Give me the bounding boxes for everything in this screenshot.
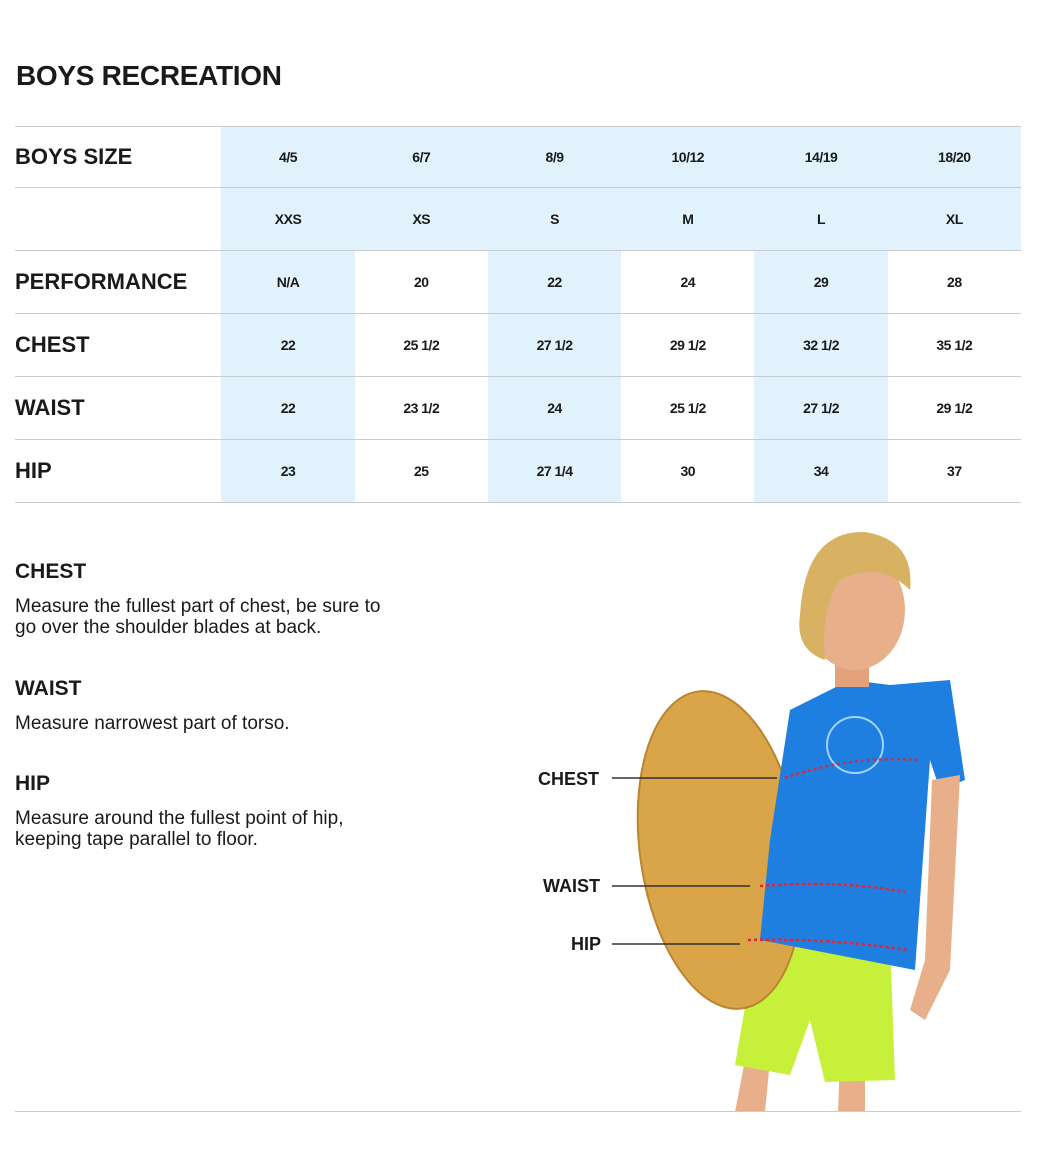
guide-text: Measure around the fullest point of hip,…: [15, 808, 344, 850]
leg-left: [735, 1060, 770, 1112]
table-cell: 27 1/4: [487, 439, 622, 503]
table-row-performance: PERFORMANCE N/A 20 22 24 29 28: [15, 250, 1021, 314]
letter-size-cell: S: [487, 187, 622, 251]
row-label: PERFORMANCE: [15, 250, 222, 314]
table-cell: 20: [354, 250, 488, 314]
table-cell: 24: [487, 376, 622, 440]
photo-label-waist: WAIST: [543, 876, 600, 896]
row-label: HIP: [15, 439, 222, 503]
table-cell: 24: [621, 250, 755, 314]
shirt: [760, 680, 965, 970]
guide-heading: CHEST: [15, 560, 87, 583]
size-cell: 4/5: [221, 126, 355, 188]
table-cell: 22: [221, 376, 355, 440]
shirt-logo: [826, 716, 884, 774]
row-label: BOYS SIZE: [15, 126, 222, 188]
boy-with-surfboard-photo: [612, 531, 965, 1112]
page-title: BOYS RECREATION: [16, 60, 282, 91]
size-cell: 6/7: [354, 126, 488, 188]
table-row-waist: WAIST 22 23 1/2 24 25 1/2 27 1/2 29 1/2: [15, 376, 1021, 440]
table-cell: 37: [887, 439, 1021, 503]
size-cell: 8/9: [487, 126, 622, 188]
letter-size-cell: XL: [887, 187, 1021, 251]
table-cell: 23: [221, 439, 355, 503]
photo-label-chest: CHEST: [538, 769, 600, 789]
size-chart-table: BOYS SIZE 4/5 6/7 8/9 10/12 14/19 18/20 …: [15, 126, 1021, 503]
row-label-empty: [15, 187, 222, 251]
table-cell: 27 1/2: [754, 376, 888, 440]
guide-text: Measure the fullest part of chest, be su…: [15, 596, 381, 638]
letter-size-cell: L: [754, 187, 888, 251]
table-cell: 22: [221, 313, 355, 377]
guide-heading: WAIST: [15, 677, 82, 700]
table-row-letter-sizes: XXS XS S M L XL: [15, 187, 1021, 251]
table-row-chest: CHEST 22 25 1/2 27 1/2 29 1/2 32 1/2 35 …: [15, 313, 1021, 377]
size-cell: 18/20: [887, 126, 1021, 188]
table-cell: 25: [354, 439, 488, 503]
guide-hip: HIP Measure around the fullest point of …: [15, 772, 435, 850]
table-cell: 25 1/2: [354, 313, 488, 377]
table-cell: 23 1/2: [354, 376, 488, 440]
table-cell: 22: [487, 250, 622, 314]
table-cell: 35 1/2: [887, 313, 1021, 377]
table-cell: 25 1/2: [621, 376, 755, 440]
table-cell: 32 1/2: [754, 313, 888, 377]
guide-chest: CHEST Measure the fullest part of chest,…: [15, 560, 435, 638]
row-label: CHEST: [15, 313, 222, 377]
guide-text: Measure narrowest part of torso.: [15, 713, 290, 734]
table-cell: 28: [887, 250, 1021, 314]
letter-size-cell: XS: [354, 187, 488, 251]
letter-size-cell: M: [621, 187, 755, 251]
waist-measure-line: [759, 882, 906, 894]
guide-waist: WAIST Measure narrowest part of torso.: [15, 677, 435, 734]
table-cell: 34: [754, 439, 888, 503]
guide-heading: HIP: [15, 772, 51, 795]
table-row-sizes: BOYS SIZE 4/5 6/7 8/9 10/12 14/19 18/20: [15, 126, 1021, 188]
arm: [910, 775, 960, 1020]
bottom-divider: [15, 1111, 1021, 1112]
chest-measure-line: [784, 757, 921, 780]
table-row-hip: HIP 23 25 27 1/4 30 34 37: [15, 439, 1021, 503]
hip-measure-line: [747, 938, 909, 952]
row-label: WAIST: [15, 376, 222, 440]
table-cell: 30: [621, 439, 755, 503]
photo-label-hip: HIP: [571, 934, 602, 954]
table-cell: 27 1/2: [487, 313, 622, 377]
hair: [799, 531, 911, 660]
table-cell: N/A: [221, 250, 355, 314]
table-cell: 29 1/2: [887, 376, 1021, 440]
table-cell: 29 1/2: [621, 313, 755, 377]
size-cell: 10/12: [621, 126, 755, 188]
size-cell: 14/19: [754, 126, 888, 188]
letter-size-cell: XXS: [221, 187, 355, 251]
table-cell: 29: [754, 250, 888, 314]
